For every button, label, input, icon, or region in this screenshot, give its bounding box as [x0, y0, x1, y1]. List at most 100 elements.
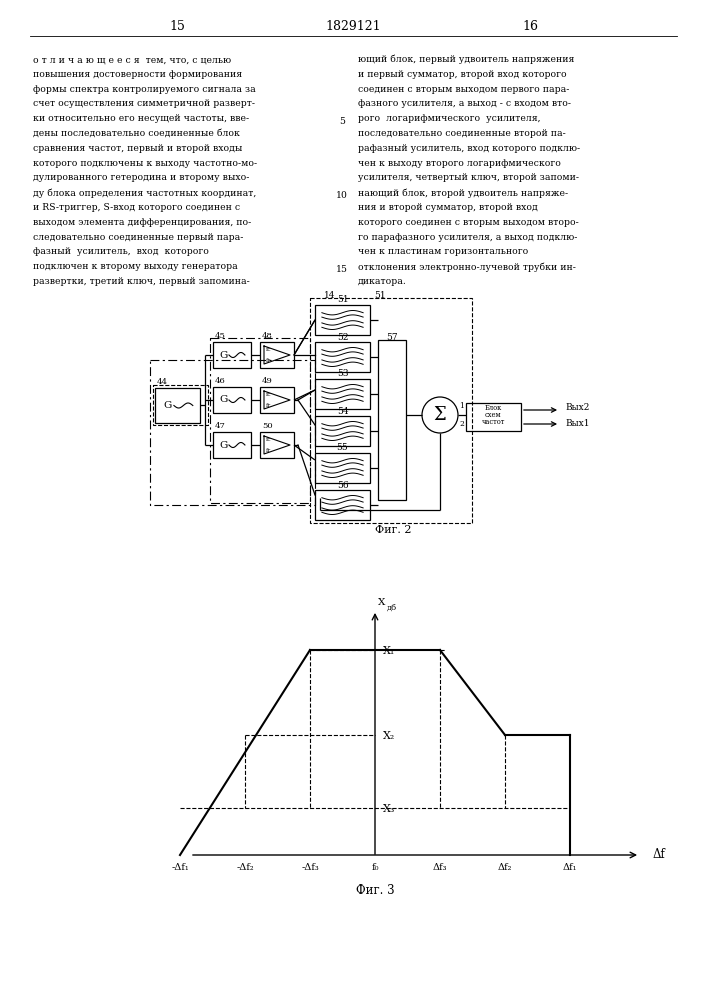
Text: сравнения частот, первый и второй входы: сравнения частот, первый и второй входы [33, 144, 243, 153]
Text: Блок: Блок [484, 404, 502, 412]
Text: fс: fс [266, 392, 271, 397]
Text: счет осуществления симметричной разверт-: счет осуществления симметричной разверт- [33, 99, 255, 108]
Text: чен к пластинам горизонтального: чен к пластинам горизонтального [358, 247, 528, 256]
Text: 54: 54 [337, 406, 349, 416]
Text: G: G [163, 401, 172, 410]
Text: Σ: Σ [433, 406, 446, 424]
Text: развертки, третий ключ, первый запомина-: развертки, третий ключ, первый запомина- [33, 277, 250, 286]
Text: рафазный усилитель, вход которого подклю-: рафазный усилитель, вход которого подклю… [358, 144, 580, 153]
Text: го парафазного усилителя, а выход подклю-: го парафазного усилителя, а выход подклю… [358, 233, 578, 242]
Text: 49: 49 [262, 377, 273, 385]
Text: дикатора.: дикатора. [358, 277, 407, 286]
Text: 50: 50 [262, 422, 273, 430]
Bar [315, 305, 370, 335]
Bar [260, 432, 294, 458]
Text: G: G [219, 395, 228, 404]
Text: и первый сумматор, второй вход которого: и первый сумматор, второй вход которого [358, 70, 566, 79]
Text: дб: дб [387, 604, 397, 612]
Bar [315, 453, 370, 483]
Text: 47: 47 [215, 422, 226, 430]
Bar [310, 298, 472, 523]
Bar [213, 432, 251, 458]
Text: нающий блок, второй удвоитель напряже-: нающий блок, второй удвоитель напряже- [358, 188, 568, 198]
Bar [210, 338, 310, 503]
Text: 52: 52 [337, 332, 349, 342]
Text: -Δf₂: -Δf₂ [236, 863, 254, 872]
Text: фазного усилителя, а выход - с входом вто-: фазного усилителя, а выход - с входом вт… [358, 99, 571, 108]
Text: дулированного гетеродина и второму выхо-: дулированного гетеродина и второму выхо- [33, 173, 250, 182]
Text: и RS-триггер, S-вход которого соединен с: и RS-триггер, S-вход которого соединен с [33, 203, 240, 212]
Bar [315, 490, 370, 520]
Text: Фиг. 3: Фиг. 3 [356, 884, 395, 896]
Text: ду блока определения частотных координат,: ду блока определения частотных координат… [33, 188, 256, 198]
Bar [213, 342, 251, 368]
Text: 14: 14 [325, 292, 336, 300]
Text: Вых2: Вых2 [565, 403, 590, 412]
Text: Фиг. 2: Фиг. 2 [375, 525, 411, 535]
Text: соединен с вторым выходом первого пара-: соединен с вторым выходом первого пара- [358, 85, 569, 94]
Text: 46: 46 [215, 377, 226, 385]
Text: X: X [378, 598, 385, 607]
Text: Δf₃: Δf₃ [433, 863, 448, 872]
Text: 53: 53 [337, 369, 349, 378]
Text: подключен к второму выходу генератора: подключен к второму выходу генератора [33, 262, 238, 271]
Text: 16: 16 [522, 19, 538, 32]
Text: X₁: X₁ [383, 646, 395, 656]
Text: дены последовательно соединенные блок: дены последовательно соединенные блок [33, 129, 240, 138]
Text: формы спектра контролируемого сигнала за: формы спектра контролируемого сигнала за [33, 85, 256, 94]
Text: которого подключены к выходу частотно-мо-: которого подключены к выходу частотно-мо… [33, 159, 257, 168]
Text: 51: 51 [374, 292, 386, 300]
Bar [315, 379, 370, 409]
Bar [155, 388, 200, 423]
Text: G: G [219, 440, 228, 450]
Text: усилителя, четвертый ключ, второй запоми-: усилителя, четвертый ключ, второй запоми… [358, 173, 579, 182]
Text: fс: fс [266, 347, 271, 352]
Text: 48: 48 [262, 332, 273, 340]
Bar [260, 387, 294, 413]
Text: fс: fс [266, 437, 271, 442]
Bar [260, 342, 294, 368]
Text: G: G [219, 351, 228, 360]
Text: fr: fr [266, 403, 271, 408]
Bar [315, 416, 370, 446]
Text: последовательно соединенные второй па-: последовательно соединенные второй па- [358, 129, 566, 138]
Text: 56: 56 [337, 481, 349, 489]
Text: частот: частот [481, 418, 505, 426]
Bar [150, 360, 315, 505]
Text: Δf: Δf [653, 848, 666, 861]
Text: 45: 45 [215, 332, 226, 340]
Bar [213, 387, 251, 413]
Text: которого соединен с вторым выходом второ-: которого соединен с вторым выходом второ… [358, 218, 579, 227]
Text: fr: fr [266, 358, 271, 363]
Text: fr: fr [266, 448, 271, 453]
Bar [466, 403, 521, 431]
Text: ки относительно его несущей частоты, вве-: ки относительно его несущей частоты, вве… [33, 114, 249, 123]
Text: 1: 1 [459, 402, 464, 410]
Text: 57: 57 [386, 332, 398, 342]
Text: 5: 5 [339, 117, 345, 126]
Text: о т л и ч а ю щ е е с я  тем, что, с целью: о т л и ч а ю щ е е с я тем, что, с цель… [33, 55, 231, 64]
Text: чен к выходу второго логарифмического: чен к выходу второго логарифмического [358, 159, 561, 168]
Bar [153, 385, 208, 425]
Text: 15: 15 [336, 265, 348, 274]
Text: Δf₂: Δf₂ [498, 863, 512, 872]
Text: выходом элемента дифференцирования, по-: выходом элемента дифференцирования, по- [33, 218, 251, 227]
Text: -Δf₁: -Δf₁ [171, 863, 189, 872]
Text: 55: 55 [337, 444, 349, 452]
Text: повышения достоверности формирования: повышения достоверности формирования [33, 70, 242, 79]
Text: Вых1: Вых1 [565, 420, 590, 428]
Text: 2: 2 [459, 420, 464, 428]
Text: ния и второй сумматор, второй вход: ния и второй сумматор, второй вход [358, 203, 538, 212]
Bar [378, 340, 406, 500]
Text: -Δf₃: -Δf₃ [301, 863, 319, 872]
Text: f₀: f₀ [371, 863, 379, 872]
Text: 15: 15 [169, 19, 185, 32]
Text: Δf₁: Δf₁ [563, 863, 577, 872]
Text: рого  логарифмического  усилителя,: рого логарифмического усилителя, [358, 114, 540, 123]
Text: 51: 51 [337, 296, 349, 304]
Text: 10: 10 [336, 191, 348, 200]
Text: схем: схем [485, 411, 501, 419]
Bar [315, 342, 370, 372]
Text: следовательно соединенные первый пара-: следовательно соединенные первый пара- [33, 233, 243, 242]
Text: фазный  усилитель,  вход  которого: фазный усилитель, вход которого [33, 247, 209, 256]
